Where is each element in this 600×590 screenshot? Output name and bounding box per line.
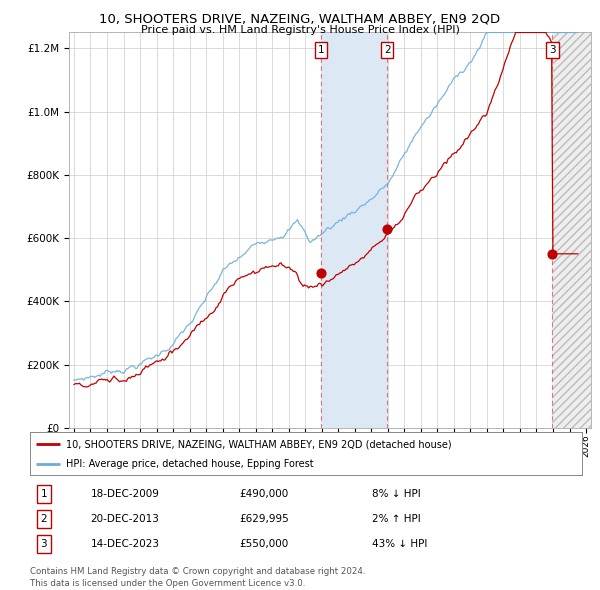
Bar xyxy=(553,32,591,428)
Point xyxy=(316,268,326,277)
Point xyxy=(548,249,557,258)
Text: 10, SHOOTERS DRIVE, NAZEING, WALTHAM ABBEY, EN9 2QD (detached house): 10, SHOOTERS DRIVE, NAZEING, WALTHAM ABB… xyxy=(66,440,452,450)
Text: 10, SHOOTERS DRIVE, NAZEING, WALTHAM ABBEY, EN9 2QD: 10, SHOOTERS DRIVE, NAZEING, WALTHAM ABB… xyxy=(100,13,500,26)
Text: 1: 1 xyxy=(318,45,325,55)
Bar xyxy=(321,32,387,428)
Text: 1: 1 xyxy=(40,489,47,499)
Text: 3: 3 xyxy=(40,539,47,549)
Text: £629,995: £629,995 xyxy=(240,514,290,524)
Text: 43% ↓ HPI: 43% ↓ HPI xyxy=(372,539,428,549)
Text: 14-DEC-2023: 14-DEC-2023 xyxy=(91,539,160,549)
Text: 8% ↓ HPI: 8% ↓ HPI xyxy=(372,489,421,499)
Text: HPI: Average price, detached house, Epping Forest: HPI: Average price, detached house, Eppi… xyxy=(66,460,314,469)
Text: £490,000: £490,000 xyxy=(240,489,289,499)
Text: 20-DEC-2013: 20-DEC-2013 xyxy=(91,514,160,524)
Text: 2% ↑ HPI: 2% ↑ HPI xyxy=(372,514,421,524)
Text: Contains HM Land Registry data © Crown copyright and database right 2024.
This d: Contains HM Land Registry data © Crown c… xyxy=(30,568,365,588)
Point xyxy=(382,224,392,233)
Text: 18-DEC-2009: 18-DEC-2009 xyxy=(91,489,160,499)
Text: 2: 2 xyxy=(40,514,47,524)
Text: Price paid vs. HM Land Registry's House Price Index (HPI): Price paid vs. HM Land Registry's House … xyxy=(140,25,460,35)
Text: 2: 2 xyxy=(384,45,391,55)
Text: £550,000: £550,000 xyxy=(240,539,289,549)
Text: 3: 3 xyxy=(549,45,556,55)
